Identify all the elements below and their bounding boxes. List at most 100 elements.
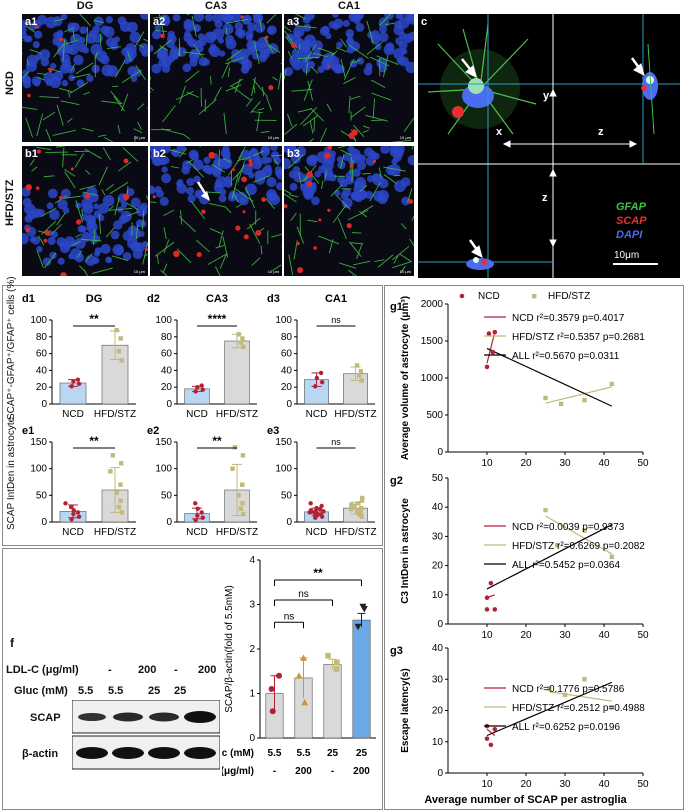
x-axis-label: Average number of SCAP per astroglia — [424, 794, 627, 806]
arrow-icons — [461, 57, 645, 258]
micro-row-header-ncd: NCD — [4, 71, 16, 95]
y-tick-label: 0 — [166, 517, 172, 528]
scale-bar-label: 10μm — [614, 250, 640, 261]
y-tick-label: 40 — [432, 643, 444, 654]
hfd-point — [609, 381, 614, 387]
stat-text-all: ALL r²=0.5670 p=0.0311 — [512, 351, 620, 362]
zy-view — [641, 43, 658, 135]
axis-arrows — [502, 88, 658, 265]
stat-text-hfd: HFD/STZ r²=0.2512 p=0.4988 — [512, 703, 645, 714]
legend-hfd-marker — [532, 294, 537, 299]
data-point — [200, 387, 205, 392]
panel-label-d3: d3 — [267, 293, 280, 305]
stat-text-hfd: HFD/STZ r²=0.5357 p=0.2681 — [512, 332, 645, 343]
bar-hfd-stz — [224, 340, 250, 405]
fit-line-hfd — [545, 515, 613, 555]
data-point — [269, 708, 276, 715]
y-tick-label: 0 — [166, 399, 172, 410]
x-tick-label: HFD/STZ — [216, 527, 258, 538]
fit-line-all — [486, 524, 613, 590]
axis-label-x: x — [496, 126, 503, 138]
fit-line-hfd — [545, 386, 612, 404]
data-point — [71, 511, 76, 517]
x-tick-label: 10 — [481, 630, 493, 638]
y-tick-label: 2000 — [421, 299, 444, 310]
y-tick-label: 80 — [281, 332, 293, 343]
y-tick-label: 500 — [426, 410, 443, 421]
x-tick-label: HFD/STZ — [94, 527, 136, 538]
data-point — [63, 501, 68, 506]
gluc-value: 25 — [327, 748, 339, 759]
fit-line-ncd — [486, 331, 496, 364]
data-point — [118, 498, 123, 503]
x-tick-label: 40 — [598, 630, 610, 638]
y-tick-label: 0 — [286, 399, 292, 410]
hfd-point — [543, 507, 548, 513]
hfd-point — [609, 705, 614, 710]
data-point — [319, 503, 324, 509]
data-point — [71, 508, 76, 513]
data-point — [314, 505, 319, 511]
data-point — [359, 378, 364, 383]
ncd-point — [488, 580, 494, 586]
ldl-row-label: LDL-C (μg/ml) — [222, 766, 254, 777]
data-point — [68, 504, 74, 510]
blot-ldl-4: 200 — [198, 664, 217, 676]
data-point — [300, 654, 308, 661]
y-tick-label: 150 — [275, 437, 292, 448]
bar-3 — [323, 664, 342, 739]
sig-label: ** — [313, 566, 323, 580]
ncd-point — [484, 595, 490, 601]
blot-row-scap: SCAP — [30, 712, 61, 724]
ldl-value: - — [331, 766, 334, 777]
data-point — [119, 358, 124, 363]
chart-e1: e1 0 50 100 150 NCD HFD/STZ ** — [22, 425, 136, 538]
chart-g3: g3 Escape latency(s) 0 10 20 30 40 10 20 30 40 50 Av… — [390, 643, 649, 806]
panel-f-frame — [2, 548, 383, 810]
micro-image — [150, 14, 282, 142]
data-point — [76, 381, 82, 387]
data-point — [241, 511, 246, 517]
stat-text-hfd: HFD/STZ r²=0.6269 p=0.2082 — [512, 541, 645, 552]
panel-label-a1: a1 — [25, 16, 38, 28]
data-point — [356, 501, 361, 506]
hfd-point — [562, 692, 568, 698]
legend-ncd-text: NCD — [478, 291, 500, 302]
y-tick-label: 20 — [161, 382, 173, 393]
micro-image — [284, 14, 414, 142]
y-tick-label: 100 — [30, 315, 47, 326]
x-tick-label: 20 — [520, 779, 532, 790]
stat-text-all: ALL r²=0.6252 p=0.0196 — [512, 722, 620, 733]
stat-text-ncd: NCD r²=0.0039 p=0.9373 — [512, 522, 625, 533]
panel-label-b1: b1 — [25, 148, 38, 160]
fit-line-ncd — [486, 728, 496, 736]
micro-image — [22, 14, 148, 142]
data-point — [301, 698, 309, 706]
data-point — [318, 512, 324, 517]
data-point — [240, 501, 245, 506]
data-point — [314, 375, 320, 381]
blot-image — [72, 700, 220, 770]
data-point — [358, 510, 364, 516]
sig-label: ns — [331, 437, 341, 447]
x-tick-label: HFD/STZ — [94, 409, 136, 420]
panel-label-b2: b2 — [153, 148, 166, 160]
data-point — [240, 336, 245, 341]
data-point — [199, 383, 204, 388]
data-point — [75, 377, 81, 382]
chart-e2: e2 0 50 100 150 NCD HFD/STZ ** — [147, 425, 258, 538]
panel-label-d2: d2 — [147, 293, 160, 305]
x-tick-label: HFD/STZ — [334, 409, 376, 420]
data-point — [354, 623, 362, 631]
data-point — [348, 507, 354, 512]
axis-label-y: y — [543, 90, 550, 102]
micro-image — [284, 146, 414, 276]
y-axis-label: SCAP/β-actin(fold of 5.5mM) — [224, 585, 235, 712]
ldl-value: 200 — [353, 766, 370, 777]
data-point — [357, 373, 362, 378]
micro-row-header-hfd: HFD/STZ — [4, 179, 16, 226]
gluc-value: 5.5 — [268, 748, 282, 759]
y-tick-label: 100 — [275, 464, 292, 475]
panel-label-e2: e2 — [147, 425, 159, 437]
y-tick-label: 0 — [437, 619, 443, 630]
